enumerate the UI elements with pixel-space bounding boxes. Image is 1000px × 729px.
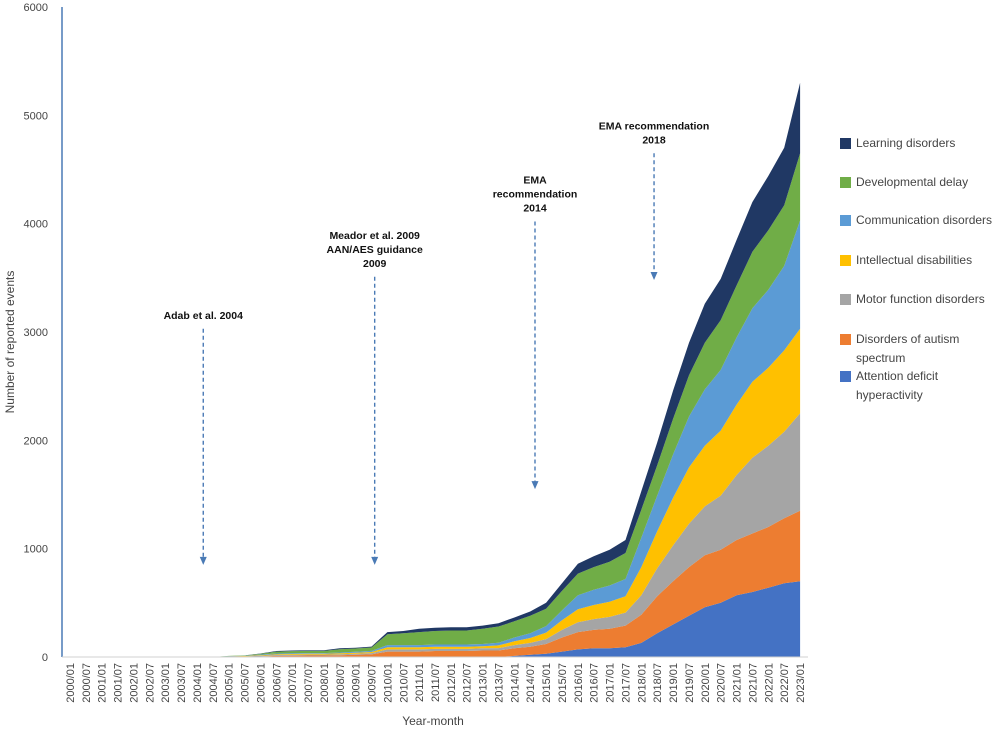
- x-tick-label: 2014/01: [509, 663, 521, 703]
- x-tick-label: 2013/07: [494, 663, 506, 703]
- y-axis: 0 1000 2000 3000 4000 5000 6000: [24, 2, 63, 664]
- x-tick-label: 2001/07: [113, 663, 125, 703]
- y-tick-label: 1000: [24, 544, 48, 556]
- x-tick-label: 2021/01: [732, 663, 744, 703]
- x-tick-label: 2019/01: [668, 663, 680, 703]
- x-tick-label: 2006/07: [271, 663, 283, 703]
- x-tick-label: 2000/01: [65, 663, 77, 703]
- x-tick-label: 2017/07: [621, 663, 633, 703]
- annotation-label: EMA: [523, 175, 547, 187]
- legend-label: Communication disorders: [856, 213, 992, 227]
- x-tick-label: 2008/01: [319, 663, 331, 703]
- legend-label: Motor function disorders: [856, 292, 985, 306]
- area-series-group: [69, 82, 801, 658]
- annotation-label: Meador et al. 2009: [329, 230, 420, 242]
- x-tick-label: 2020/07: [716, 663, 728, 703]
- x-tick-label: 2014/07: [525, 663, 537, 703]
- annotation-label: 2018: [642, 134, 666, 146]
- legend-swatch: [840, 215, 851, 226]
- area-series-1: [69, 581, 801, 657]
- x-tick-label: 2012/07: [462, 663, 474, 703]
- x-tick-label: 2021/07: [747, 663, 759, 703]
- annotation-arrowhead: [650, 272, 658, 280]
- x-axis: 2000/01 2000/07 2001/01 2001/07 2002/01 2002/…: [62, 656, 808, 703]
- x-tick-label: 2015/07: [557, 663, 569, 703]
- legend-swatch: [840, 334, 851, 345]
- annotation-label: Adab et al. 2004: [164, 310, 244, 322]
- x-tick-label: 2022/01: [763, 663, 775, 703]
- x-tick-label: 2005/07: [240, 663, 252, 703]
- x-tick-label: 2005/01: [224, 663, 236, 703]
- legend-swatch: [840, 177, 851, 188]
- annotation-arrowhead: [199, 556, 207, 565]
- x-tick-label: 2006/01: [255, 663, 267, 703]
- annotation-label: AAN/AES guidance: [327, 244, 423, 256]
- y-tick-label: 0: [42, 652, 48, 664]
- legend-label: Disorders of autism: [856, 332, 959, 346]
- annotation-label: 2014: [523, 203, 547, 215]
- legend-label: Developmental delay: [856, 175, 968, 189]
- x-axis-title: Year-month: [402, 714, 464, 728]
- x-tick-label: 2003/01: [160, 663, 172, 703]
- legend-label: spectrum: [856, 351, 905, 365]
- legend-swatch: [840, 138, 851, 149]
- x-tick-label: 2004/07: [208, 663, 220, 703]
- legend-label: Attention deficit: [856, 369, 939, 383]
- annotation-group: Adab et al. 2004 Meador et al. 2009 AAN/AE…: [164, 120, 709, 565]
- annotation-label: EMA recommendation: [599, 120, 709, 132]
- x-tick-label: 2004/01: [192, 663, 204, 703]
- x-tick-label: 2002/01: [128, 663, 140, 703]
- x-tick-label: 2015/01: [541, 663, 553, 703]
- x-tick-label: 2007/01: [287, 663, 299, 703]
- x-tick-label: 2008/07: [335, 663, 347, 703]
- annotation-arrowhead: [371, 556, 379, 565]
- legend-label: Learning disorders: [856, 136, 955, 150]
- x-tick-label: 2011/07: [430, 663, 442, 702]
- legend-label: hyperactivity: [856, 388, 923, 402]
- x-tick-label: 2018/01: [636, 663, 648, 703]
- x-tick-label: 2016/01: [573, 663, 585, 703]
- legend-label: Intellectual disabilities: [856, 253, 972, 267]
- x-tick-label: 2016/07: [589, 663, 601, 703]
- x-tick-label: 2022/07: [779, 663, 791, 703]
- x-tick-label: 2017/01: [605, 663, 617, 703]
- x-tick-label: 2018/07: [652, 663, 664, 703]
- x-tick-label: 2009/01: [351, 663, 363, 703]
- legend: Learning disorders Developmental delay Com…: [840, 136, 992, 402]
- legend-swatch: [840, 371, 851, 382]
- x-tick-label: 2003/07: [176, 663, 188, 703]
- x-tick-label: 2000/07: [81, 663, 93, 703]
- x-tick-label: 2020/01: [700, 663, 712, 703]
- x-tick-label: 2013/01: [478, 663, 490, 703]
- y-tick-label: 2000: [24, 435, 48, 447]
- x-tick-label: 2001/01: [97, 663, 109, 703]
- x-tick-label: 2012/01: [446, 663, 458, 703]
- x-tick-label: 2023/01: [795, 663, 807, 703]
- y-tick-label: 6000: [24, 2, 48, 14]
- y-tick-label: 4000: [24, 219, 48, 231]
- y-axis-title: Number of reported events: [3, 271, 17, 414]
- x-tick-label: 2019/07: [684, 663, 696, 703]
- x-tick-label: 2002/07: [144, 663, 156, 703]
- annotation-arrowhead: [531, 481, 539, 490]
- annotation-label: recommendation: [493, 189, 578, 201]
- legend-swatch: [840, 255, 851, 266]
- x-tick-label: 2010/07: [398, 663, 410, 703]
- y-tick-label: 3000: [24, 327, 48, 339]
- y-tick-label: 5000: [24, 110, 48, 122]
- x-tick-label: 2007/07: [303, 663, 315, 703]
- legend-swatch: [840, 294, 851, 305]
- x-tick-label: 2011/01: [414, 663, 426, 702]
- x-tick-label: 2009/07: [367, 663, 379, 703]
- x-tick-label: 2010/01: [382, 663, 394, 703]
- annotation-label: 2009: [363, 258, 387, 270]
